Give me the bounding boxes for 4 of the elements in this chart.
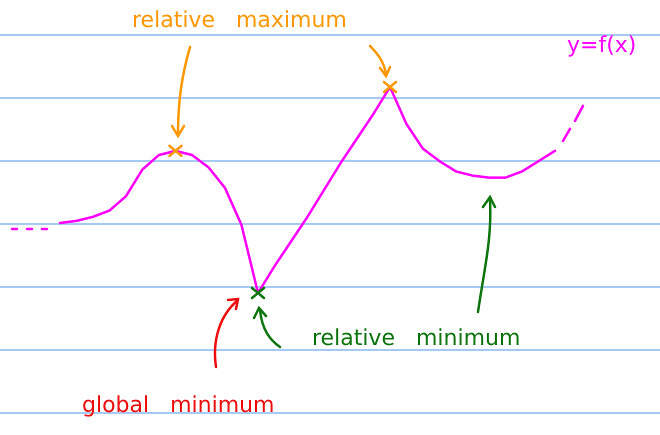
text: global minimum (82, 393, 274, 418)
text: relative maximum (132, 8, 347, 33)
text: relative minimum (312, 326, 520, 351)
text: y=f(x) (567, 32, 636, 58)
